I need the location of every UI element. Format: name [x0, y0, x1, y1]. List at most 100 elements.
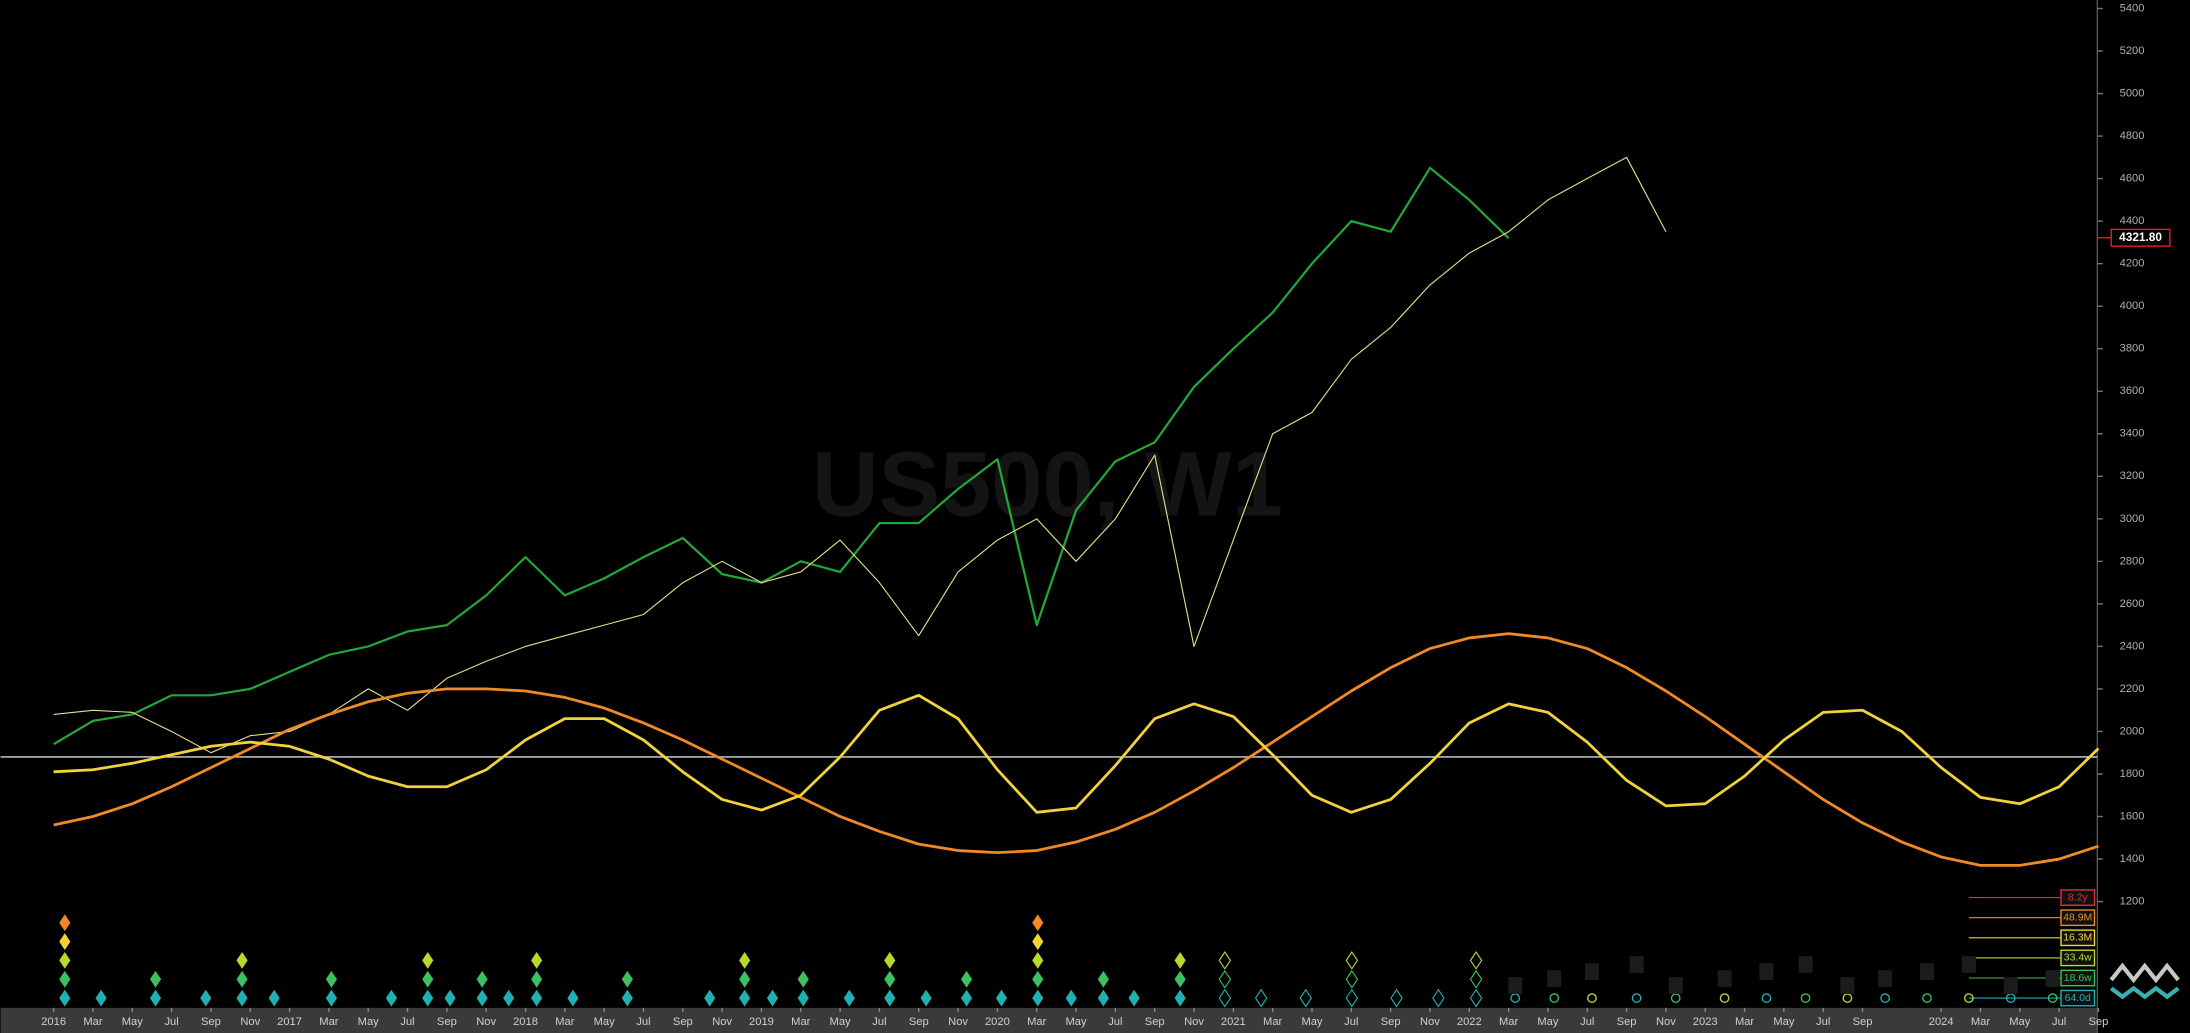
x-tick-label: Nov — [1184, 1016, 1204, 1028]
projected-circle — [1587, 993, 1597, 1003]
cycle-label-box — [2060, 929, 2096, 947]
x-tick-label: 2022 — [1457, 1016, 1482, 1028]
phase-diamond — [422, 952, 434, 969]
phase-diamond — [843, 989, 855, 1007]
x-tick-label: Mar — [1735, 1016, 1754, 1028]
phase-diamond — [59, 914, 71, 932]
x-tick-label: Nov — [1656, 1016, 1676, 1028]
phase-diamond — [236, 989, 248, 1007]
x-tick-label: Mar — [1499, 1016, 1518, 1028]
projected-box — [2045, 970, 2060, 987]
x-tick-label: Mar — [555, 1016, 574, 1028]
last-price-box — [2110, 228, 2171, 247]
x-tick-label: Nov — [476, 1016, 496, 1028]
projected-circle — [2047, 993, 2058, 1003]
x-tick-label: 2021 — [1221, 1016, 1246, 1028]
cycle-label-box — [2060, 989, 2096, 1007]
projected-box — [1508, 977, 1523, 994]
x-tick-label: Jul — [2052, 1016, 2066, 1028]
phase-diamond — [59, 989, 71, 1007]
projected-box — [1629, 956, 1644, 973]
y-tick-label: 5400 — [2120, 2, 2145, 14]
x-tick-label: Mar — [1027, 1016, 1046, 1028]
phase-diamond — [995, 989, 1008, 1007]
phase-diamond — [960, 989, 973, 1007]
cycle-label: 33.4w — [2064, 953, 2092, 964]
x-tick-label: 2016 — [41, 1016, 66, 1028]
y-tick-label: 2400 — [2120, 640, 2145, 652]
x-tick-label: Nov — [948, 1016, 968, 1028]
phase-diamond — [531, 952, 543, 969]
cycle-label: 16.3M — [2063, 933, 2092, 944]
series-line — [53, 166, 1510, 746]
projected-diamond — [1299, 988, 1313, 1008]
y-tick-label: 3800 — [2120, 343, 2145, 355]
x-tick-label: Sep — [2089, 1016, 2109, 1028]
x-tick-label: May — [830, 1016, 851, 1028]
phase-diamond — [200, 989, 212, 1007]
cycle-label: 8.2y — [2068, 892, 2089, 903]
projected-box — [1840, 977, 1855, 994]
phase-diamond — [797, 989, 809, 1007]
projected-diamond — [1218, 969, 1232, 989]
phase-diamond — [1065, 989, 1077, 1007]
x-tick-label: Sep — [673, 1016, 693, 1028]
y-tick-label: 2800 — [2120, 555, 2145, 567]
y-tick-label: 3600 — [2120, 385, 2145, 397]
x-tick-label: May — [1773, 1016, 1794, 1028]
phase-diamond — [422, 989, 434, 1007]
x-tick-label: 2018 — [513, 1016, 538, 1028]
projected-diamond — [1469, 969, 1483, 989]
projected-circle — [1963, 993, 1974, 1003]
phase-diamond — [325, 989, 338, 1007]
phase-diamond — [1032, 989, 1044, 1007]
x-tick-label: Nov — [240, 1016, 260, 1028]
cycle-label-box — [2060, 969, 2096, 987]
y-tick-label: 5200 — [2120, 45, 2145, 57]
phase-diamond — [236, 952, 248, 969]
x-tick-label: Jul — [872, 1016, 886, 1028]
phase-diamond — [59, 952, 71, 969]
y-tick-label: 1600 — [2120, 810, 2145, 822]
x-tick-label: Jul — [1580, 1016, 1594, 1028]
y-tick-label: 3400 — [2120, 428, 2145, 440]
x-tick-label: May — [122, 1016, 143, 1028]
y-tick-label: 1400 — [2120, 853, 2145, 865]
cycle-label: 48.9M — [2063, 912, 2092, 923]
projected-circle — [1922, 993, 1932, 1003]
phase-diamond — [95, 989, 107, 1007]
x-tick-label: May — [1066, 1016, 1087, 1028]
y-tick-label: 2200 — [2120, 683, 2145, 695]
x-tick-label: Jul — [400, 1016, 414, 1028]
x-tick-label: 2024 — [1929, 1016, 1954, 1028]
phase-diamond — [1174, 989, 1186, 1007]
x-tick-label: May — [594, 1016, 615, 1028]
projected-box — [1920, 963, 1934, 980]
x-tick-label: May — [1537, 1016, 1558, 1028]
y-tick-label: 4800 — [2120, 130, 2145, 142]
phase-diamond — [1128, 989, 1140, 1007]
projected-diamond — [1254, 988, 1268, 1008]
cycle-label-box — [2060, 949, 2096, 967]
y-tick-label: 4400 — [2120, 215, 2145, 227]
x-tick-label: Mar — [791, 1016, 810, 1028]
phase-diamond — [1032, 914, 1044, 932]
phase-diamond — [739, 952, 751, 969]
phase-diamond — [884, 989, 896, 1007]
projected-circle — [1880, 993, 1890, 1003]
phase-diamond — [1032, 933, 1044, 950]
phase-diamond — [59, 933, 71, 950]
projected-diamond — [1432, 988, 1445, 1008]
x-tick-label: May — [358, 1016, 379, 1028]
projected-circle — [1719, 993, 1730, 1003]
y-tick-label: 4600 — [2120, 173, 2145, 185]
projected-diamond — [1345, 969, 1359, 989]
projected-box — [2003, 977, 2018, 994]
x-tick-label: Sep — [1617, 1016, 1637, 1028]
phase-diamond — [920, 989, 932, 1007]
projected-box — [1878, 970, 1893, 987]
projected-diamond — [1390, 988, 1403, 1008]
x-tick-label: Sep — [437, 1016, 457, 1028]
